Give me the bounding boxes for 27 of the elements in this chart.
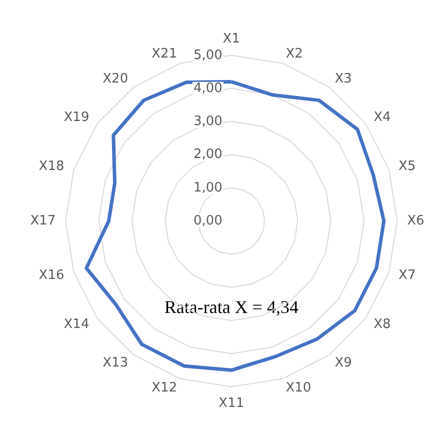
spoke-label: X13: [102, 356, 128, 371]
spoke-label: X12: [152, 380, 178, 396]
spoke-label: X1: [222, 31, 240, 46]
spoke-label: X7: [398, 268, 416, 283]
y-tick-label: 2,00: [193, 147, 222, 162]
spoke-label: X10: [286, 380, 312, 396]
spoke-label: X16: [38, 268, 64, 283]
spoke-label: X2: [286, 46, 303, 62]
spoke-label: X18: [38, 159, 64, 174]
spoke-label: X14: [64, 316, 90, 332]
spoke-label: X20: [102, 71, 128, 86]
spoke-label: X3: [334, 71, 352, 86]
spoke-label: X8: [374, 316, 391, 332]
spoke-label: X19: [64, 110, 90, 126]
y-tick-label: 5,00: [193, 48, 222, 63]
spoke-label: X17: [30, 214, 56, 228]
spoke-label: X5: [398, 159, 416, 174]
y-tick-label: 0,00: [193, 214, 222, 228]
spoke-label: X4: [374, 110, 391, 126]
text: Rata-rata X = 4,34: [164, 297, 298, 318]
y-tick-label: 4,00: [193, 80, 222, 96]
spoke-label: X6: [407, 214, 424, 228]
spoke-label: X9: [334, 356, 352, 371]
spoke-label: X11: [218, 396, 244, 411]
y-tick-label: 3,00: [193, 114, 222, 130]
spoke-label: X21: [152, 46, 178, 62]
y-tick-label: 1,00: [193, 180, 222, 196]
